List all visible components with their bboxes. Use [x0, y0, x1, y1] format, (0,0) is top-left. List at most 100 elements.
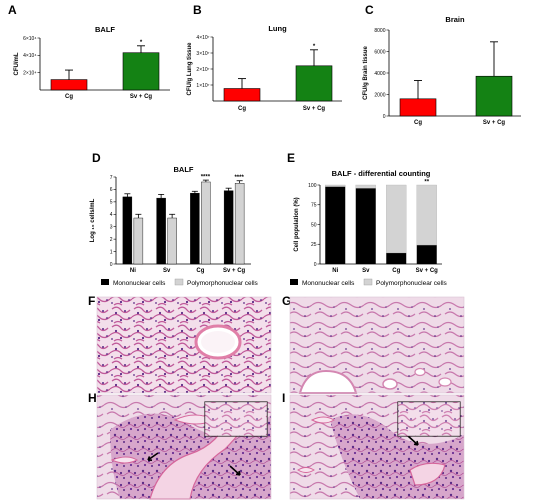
- category-label: Ni: [332, 268, 338, 274]
- y-tick-label: 4000: [374, 71, 385, 77]
- bar-mononuclear: [122, 196, 133, 265]
- panel-label-h: H: [88, 391, 97, 405]
- arrow-icon: [229, 465, 241, 476]
- category-label: Sv: [163, 268, 171, 274]
- bar-cg: [50, 79, 88, 91]
- bar-segment-mononuclear: [416, 245, 437, 264]
- category-label: Cg: [414, 120, 422, 126]
- category-label: Cg: [238, 106, 246, 112]
- chart-e-differential-counting: BALF - differential counting Cell populat…: [290, 169, 448, 287]
- arrow-icon: [407, 435, 419, 446]
- panel-label-d: D: [92, 151, 101, 165]
- y-tick-label: 5: [110, 200, 113, 206]
- y-tick-label: 4: [110, 212, 113, 218]
- significance-marker: ****: [201, 175, 211, 181]
- y-axis-label: CFU/mL: [14, 52, 20, 75]
- chart-c-brain-cfu: Brain CFU/g Brain tissue 0 2000 4000 6000 8000…: [363, 15, 521, 126]
- y-tick-label: 7: [110, 175, 113, 181]
- bar-sv-cg: [295, 65, 333, 102]
- chart-title: Lung: [268, 24, 287, 33]
- bar-polymorphonuclear: [234, 183, 245, 265]
- chart-d-balf-cells: BALF Log ₁₀ cells/mL 0 1 2 3 4 5 6 7 Ni Sv Cg **** Sv …: [90, 165, 259, 287]
- panel-label-b: B: [193, 3, 202, 17]
- bar-segment-mononuclear: [386, 252, 407, 264]
- category-label: Cg: [65, 94, 73, 100]
- category-label: Sv + Cg: [130, 94, 153, 100]
- category-label: Sv + Cg: [416, 268, 439, 274]
- y-tick-label: 1: [110, 249, 113, 255]
- legend-swatch-polymorphonuclear: [174, 278, 184, 286]
- bar-segment-polymorphonuclear: [325, 184, 346, 187]
- y-tick-label: 2×10⁴: [23, 70, 36, 76]
- significance-marker: *: [140, 40, 143, 46]
- y-tick-label: 1×10⁷: [196, 83, 209, 89]
- category-label: Sv: [362, 268, 370, 274]
- histology-image-i: [289, 394, 465, 500]
- bar-mononuclear: [156, 197, 166, 265]
- panel-label-i: I: [282, 391, 285, 405]
- legend-label-mononuclear: Mononuclear cells: [113, 280, 166, 287]
- bar-segment-polymorphonuclear: [355, 184, 376, 189]
- y-tick-label: 6: [110, 187, 113, 193]
- bar-mononuclear: [223, 190, 234, 265]
- legend-swatch-mononuclear: [101, 279, 109, 285]
- y-tick-label: 2: [110, 237, 113, 243]
- bar-cg: [223, 88, 261, 102]
- category-label: Sv + Cg: [223, 268, 246, 274]
- legend-label-mononuclear: Mononuclear cells: [302, 280, 355, 287]
- chart-title: BALF - differential counting: [332, 169, 431, 178]
- arrow-icon: [147, 452, 159, 461]
- bar-segment-mononuclear: [325, 186, 346, 264]
- chart-title: BALF: [95, 25, 115, 34]
- significance-marker: ****: [234, 175, 244, 181]
- histology-image-f: [96, 296, 272, 394]
- legend-label-polymorphonuclear: Polymorphonuclear cells: [376, 280, 448, 287]
- y-tick-label: 50: [311, 222, 317, 228]
- y-tick-label: 0: [314, 262, 317, 268]
- y-tick-label: 75: [311, 203, 317, 209]
- category-label: Ni: [130, 268, 136, 274]
- bar-segment-polymorphonuclear: [416, 184, 437, 246]
- category-label: Cg: [196, 268, 204, 274]
- chart-b-lung-cfu: Lung CFU/g Lung tissue 1×10⁷ 2×10⁷ 3×10⁷ 4×10…: [187, 24, 342, 112]
- y-tick-label: 2×10⁷: [196, 67, 209, 73]
- y-tick-label: 6000: [374, 49, 385, 55]
- panel-label-c: C: [365, 3, 374, 17]
- bar-sv-cg: [475, 75, 513, 117]
- y-tick-label: 8000: [374, 28, 385, 34]
- y-tick-label: 3: [110, 225, 113, 231]
- panel-label-e: E: [287, 151, 295, 165]
- histology-image-g: [289, 296, 465, 394]
- legend-swatch-mononuclear: [290, 279, 298, 285]
- bar-polymorphonuclear: [201, 181, 211, 265]
- y-tick-label: 4×10⁷: [196, 35, 209, 41]
- bar-mononuclear: [190, 192, 200, 265]
- y-tick-label: 0: [383, 114, 386, 120]
- bar-segment-mononuclear: [355, 188, 376, 264]
- y-axis-label: Log ₁₀ cells/mL: [90, 198, 96, 242]
- y-axis-label: Cell population (%): [294, 197, 300, 251]
- legend-swatch-polymorphonuclear: [363, 278, 373, 286]
- bar-polymorphonuclear: [133, 217, 144, 265]
- bar-segment-polymorphonuclear: [386, 184, 407, 254]
- y-tick-label: 0: [110, 262, 113, 268]
- y-axis-label: CFU/g Brain tissue: [363, 46, 369, 100]
- y-tick-label: 2000: [374, 92, 385, 98]
- bar-cg: [399, 98, 437, 117]
- bar-polymorphonuclear: [167, 217, 177, 265]
- y-tick-label: 4×10⁴: [23, 53, 36, 59]
- legend-label-polymorphonuclear: Polymorphonuclear cells: [187, 280, 259, 287]
- y-axis-label: CFU/g Lung tissue: [187, 42, 193, 96]
- panel-label-f: F: [88, 294, 95, 308]
- category-label: Cg: [392, 268, 400, 274]
- panel-label-a: A: [8, 3, 17, 17]
- y-tick-label: 25: [311, 242, 317, 248]
- histology-image-h: [96, 394, 272, 500]
- y-tick-label: 6×10⁴: [23, 36, 36, 42]
- chart-title: BALF: [174, 165, 194, 174]
- bar-sv-cg: [122, 52, 160, 91]
- y-tick-label: 3×10⁷: [196, 51, 209, 57]
- chart-a-balf-cfu: BALF CFU/mL 2×10⁴ 4×10⁴ 6×10⁴ Cg Sv + Cg *: [14, 25, 170, 100]
- y-tick-label: 100: [308, 183, 317, 189]
